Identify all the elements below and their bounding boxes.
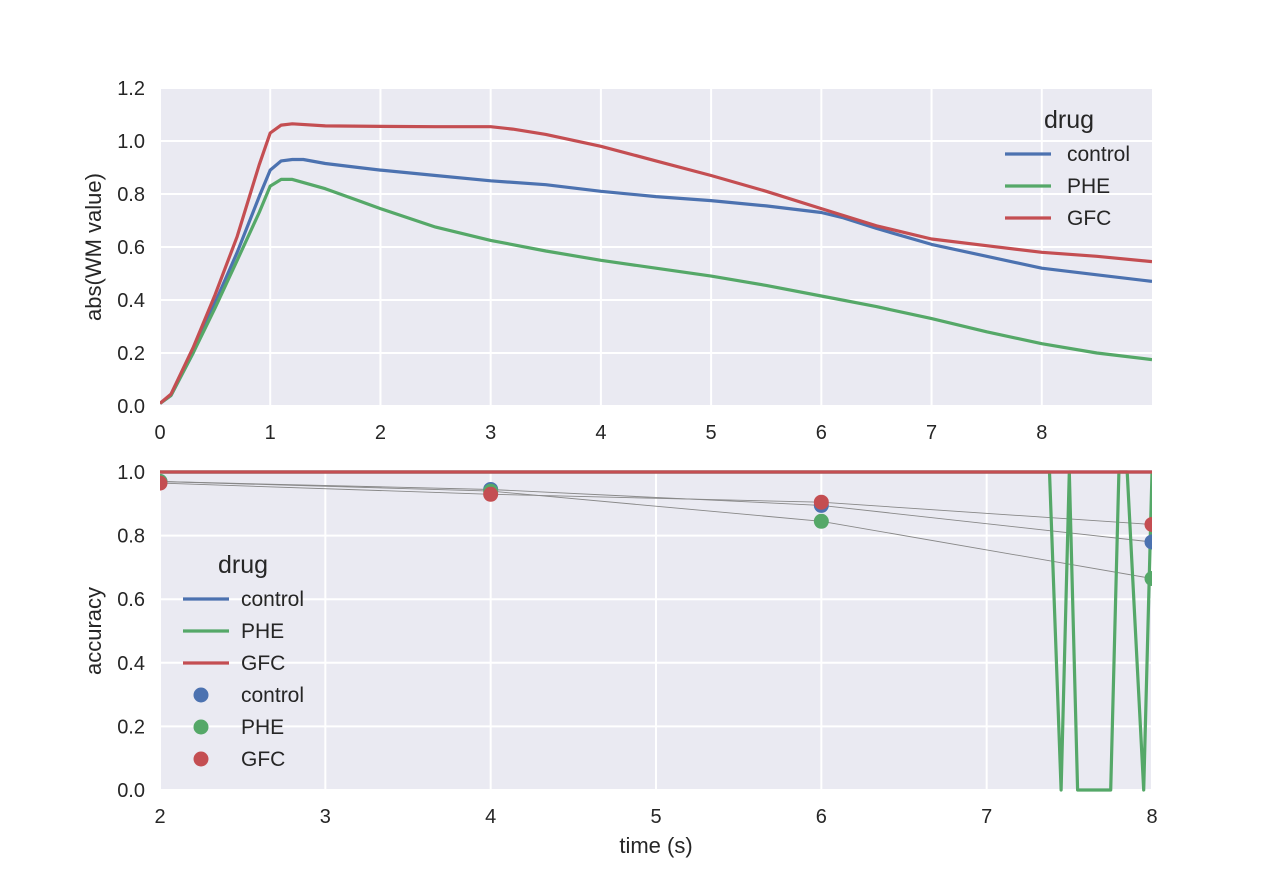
data-point-control xyxy=(1144,534,1152,550)
legend-label: PHE xyxy=(241,716,284,739)
x-tick-label: 8 xyxy=(1146,806,1157,828)
x-tick-label: 5 xyxy=(650,806,661,828)
series-line-PHE xyxy=(160,177,1152,405)
data-point-PHE xyxy=(1144,571,1152,587)
x-tick-label: 6 xyxy=(816,422,827,444)
top-chart-axes: 0 1 2 3 4 5 6 7 8 0.0 0.2 0.4 0.6 0.8 1.0 1.2 abs(WM val… xyxy=(81,78,1152,444)
x-tick-label: 7 xyxy=(981,806,992,828)
data-point-GFC xyxy=(813,494,829,510)
data-point-GFC xyxy=(1144,516,1152,532)
series-line-control xyxy=(160,157,1152,405)
data-point-GFC xyxy=(483,486,499,502)
y-tick-label: 0.2 xyxy=(117,716,145,738)
y-tick-label: 0.8 xyxy=(117,184,145,206)
legend-label: GFC xyxy=(241,748,285,771)
y-tick-label: 0.4 xyxy=(117,653,145,675)
legend-title: drug xyxy=(218,551,268,579)
y-tick-label: 0.6 xyxy=(117,589,145,611)
y-tick-label: 1.0 xyxy=(117,131,145,153)
x-tick-label: 1 xyxy=(265,422,276,444)
plot-area xyxy=(160,122,1152,405)
legend-label: PHE xyxy=(241,620,284,643)
bottom-chart-axes: 2 3 4 5 6 7 8 0.0 0.2 0.4 0.6 0.8 1.0 accuracy time (s… xyxy=(81,462,1158,858)
y-tick-label: 0.0 xyxy=(117,396,145,418)
x-axis-label: time (s) xyxy=(619,833,692,858)
series-line-PHE xyxy=(160,470,1152,792)
y-tick-label: 1.2 xyxy=(117,78,145,100)
trend-connector-PHE xyxy=(160,481,1152,579)
legend-marker-GFC xyxy=(193,751,209,767)
legend-label: GFC xyxy=(241,652,285,675)
y-tick-label: 0.8 xyxy=(117,526,145,548)
y-tick-label: 0.0 xyxy=(117,780,145,802)
legend-label: control xyxy=(1067,143,1130,166)
legend: drug control PHE GFC control PHE GFC xyxy=(183,551,304,771)
x-tick-label: 2 xyxy=(375,422,386,444)
series-line-GFC xyxy=(160,122,1152,405)
x-tick-label: 5 xyxy=(706,422,717,444)
x-tick-label: 3 xyxy=(485,422,496,444)
x-tick-label: 0 xyxy=(154,422,165,444)
plot-area xyxy=(160,470,1152,792)
legend-label: GFC xyxy=(1067,207,1111,230)
trend-connector-control xyxy=(160,481,1152,543)
legend-label: control xyxy=(241,588,304,611)
legend-label: control xyxy=(241,684,304,707)
x-tick-label: 2 xyxy=(154,806,165,828)
legend-label: PHE xyxy=(1067,175,1110,198)
y-tick-label: 1.0 xyxy=(117,462,145,484)
y-axis-label: accuracy xyxy=(81,587,106,675)
data-point-PHE xyxy=(813,513,829,529)
trend-connector-GFC xyxy=(160,482,1152,525)
y-tick-label: 0.2 xyxy=(117,343,145,365)
x-tick-label: 3 xyxy=(320,806,331,828)
y-tick-label: 0.6 xyxy=(117,237,145,259)
legend-title: drug xyxy=(1044,106,1094,134)
x-tick-label: 4 xyxy=(595,422,606,444)
y-tick-label: 0.4 xyxy=(117,290,145,312)
legend-marker-control xyxy=(193,687,209,703)
data-point-GFC xyxy=(160,475,168,491)
x-tick-label: 7 xyxy=(926,422,937,444)
x-tick-label: 4 xyxy=(485,806,496,828)
legend-marker-PHE xyxy=(193,719,209,735)
legend: drug control PHE GFC xyxy=(1005,106,1130,230)
x-tick-label: 6 xyxy=(816,806,827,828)
y-axis-label: abs(WM value) xyxy=(81,173,106,321)
x-tick-label: 8 xyxy=(1036,422,1047,444)
